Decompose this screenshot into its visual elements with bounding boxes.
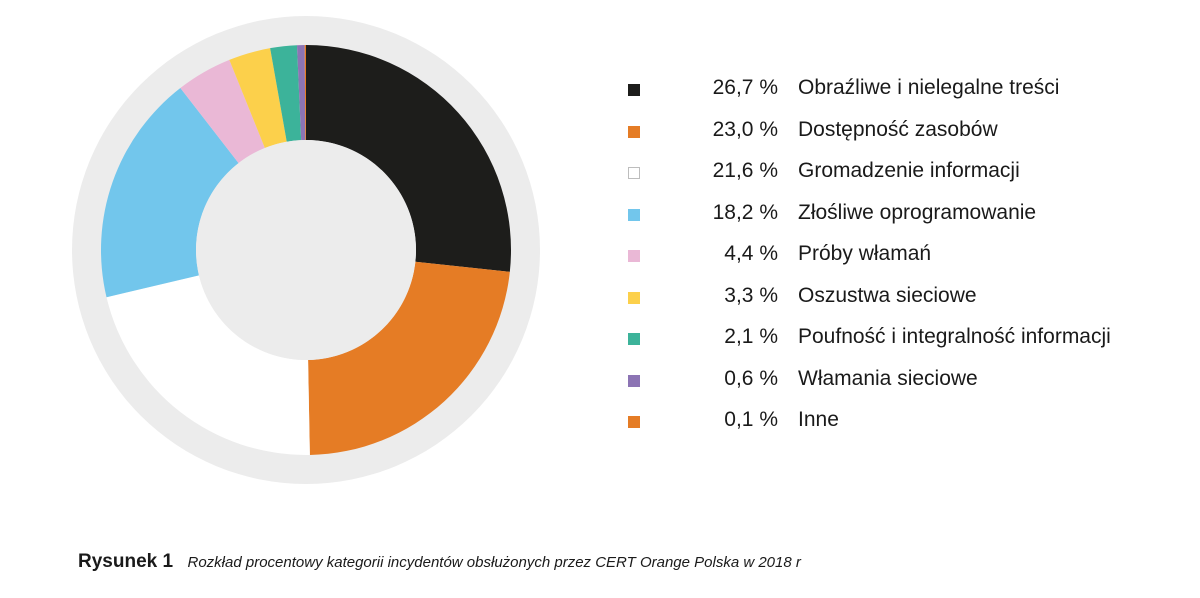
legend-item: 3,3 % Oszustwa sieciowe bbox=[628, 276, 1188, 318]
legend-label: Włamania sieciowe bbox=[798, 366, 978, 390]
legend-swatch bbox=[628, 416, 640, 428]
legend-item: 0,1 % Inne bbox=[628, 400, 1188, 442]
donut-center bbox=[196, 140, 416, 360]
donut-chart bbox=[72, 16, 540, 484]
legend-label: Poufność i integralność informacji bbox=[798, 325, 1111, 348]
caption-text: Rozkład procentowy kategorii incydentów … bbox=[187, 554, 801, 571]
legend-swatch bbox=[628, 167, 640, 179]
legend-percentage: 4,4 % bbox=[724, 242, 778, 265]
legend-label: Dostępność zasobów bbox=[798, 117, 998, 141]
legend-swatch bbox=[628, 333, 640, 345]
donut-slice-7 bbox=[270, 45, 302, 142]
legend-swatch bbox=[628, 291, 640, 304]
donut-slice-3 bbox=[106, 275, 310, 455]
donut-slice-5 bbox=[180, 59, 265, 164]
legend-label: Obraźliwe i nielegalne treści bbox=[798, 76, 1060, 99]
legend-percentage: 18,2 % bbox=[712, 200, 778, 224]
legend-swatch bbox=[628, 374, 640, 387]
legend-label: Inne bbox=[798, 408, 839, 431]
legend-swatch bbox=[628, 250, 640, 262]
donut-slice-9 bbox=[304, 45, 306, 141]
legend-percentage: 2,1 % bbox=[724, 325, 778, 348]
legend-item: 18,2 % Złośliwe oprogramowanie bbox=[628, 193, 1188, 235]
donut-slice-1 bbox=[306, 45, 511, 272]
legend-percentage: 26,7 % bbox=[712, 76, 778, 99]
donut-slice-8 bbox=[296, 45, 306, 141]
legend-item: 21,6 % Gromadzenie informacji bbox=[628, 151, 1188, 193]
donut-slice-2 bbox=[308, 261, 510, 455]
legend-label: Gromadzenie informacji bbox=[798, 159, 1020, 182]
legend-label: Próby włamań bbox=[798, 242, 932, 265]
legend-item: 26,7 % Obraźliwe i nielegalne treści bbox=[628, 68, 1188, 110]
legend-percentage: 21,6 % bbox=[712, 159, 778, 182]
legend-item: 0,6 % Włamania sieciowe bbox=[628, 359, 1188, 401]
legend-item: 2,1 % Poufność i integralność informacji bbox=[628, 317, 1188, 359]
legend-percentage: 23,0 % bbox=[712, 117, 778, 141]
legend-label: Złośliwe oprogramowanie bbox=[798, 200, 1037, 224]
legend-percentage: 3,3 % bbox=[724, 283, 778, 307]
legend: 26,7 % Obraźliwe i nielegalne treści 23,0 … bbox=[628, 68, 1188, 442]
donut-slice-4 bbox=[101, 88, 239, 298]
legend-swatch bbox=[628, 125, 640, 138]
legend-item: 23,0 % Dostępność zasobów bbox=[628, 110, 1188, 152]
legend-item: 4,4 % Próby włamań bbox=[628, 234, 1188, 276]
donut-slices bbox=[101, 45, 511, 455]
donut-slice-6 bbox=[229, 48, 287, 148]
caption-number: Rysunek 1 bbox=[78, 551, 174, 572]
legend-percentage: 0,6 % bbox=[724, 366, 778, 390]
legend-percentage: 0,1 % bbox=[724, 408, 778, 431]
legend-swatch bbox=[628, 84, 640, 96]
figure-caption: Rysunek 1 Rozkład procentowy kategorii i… bbox=[78, 551, 801, 573]
legend-label: Oszustwa sieciowe bbox=[798, 283, 977, 307]
legend-swatch bbox=[628, 208, 640, 221]
